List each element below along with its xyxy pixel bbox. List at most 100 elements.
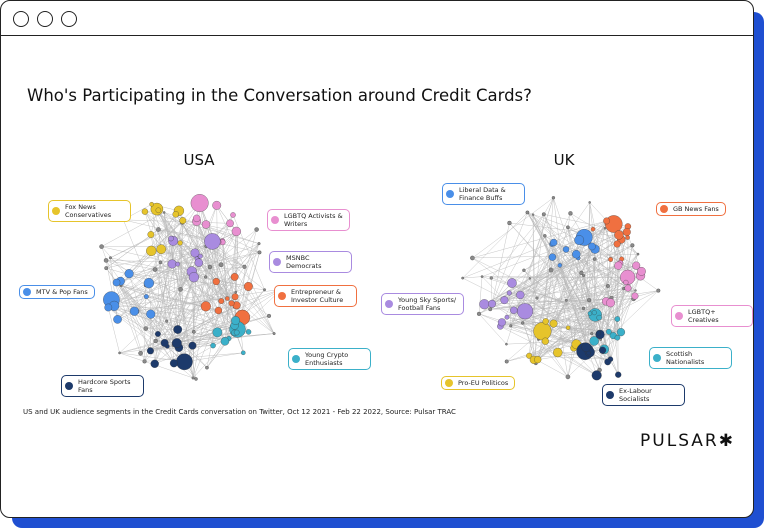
edge: [184, 296, 236, 362]
edge: [184, 352, 244, 362]
edge: [602, 275, 641, 351]
edge: [566, 288, 624, 301]
edge: [542, 237, 628, 332]
edge: [621, 239, 636, 297]
segment-label: Hardcore Sports Fans: [61, 375, 144, 398]
node: [588, 201, 591, 204]
edge: [576, 237, 628, 345]
node: [152, 267, 158, 272]
edge: [607, 285, 610, 332]
segment-text: MTV & Pop Fans: [36, 288, 88, 296]
window-button[interactable]: [37, 11, 53, 27]
edge: [216, 281, 244, 353]
node: [557, 263, 563, 268]
node: [124, 269, 134, 279]
segment-dot: [65, 382, 73, 391]
node: [507, 278, 517, 288]
node: [194, 258, 203, 267]
edge: [164, 281, 217, 344]
edge: [600, 234, 620, 340]
edge: [589, 202, 618, 338]
edge: [158, 229, 245, 267]
edge: [520, 294, 597, 376]
browser-window: Who's Participating in the Conversation …: [0, 0, 754, 518]
edge: [157, 243, 260, 335]
node: [153, 338, 158, 344]
edge: [567, 213, 571, 228]
edge: [101, 246, 141, 354]
node: [243, 282, 253, 291]
edge: [583, 220, 607, 309]
edge: [504, 299, 611, 304]
edge: [478, 313, 507, 345]
segment-text: Fox News Conservatives: [65, 203, 112, 220]
node: [551, 196, 556, 200]
edge: [117, 263, 173, 320]
node: [630, 243, 635, 248]
edge: [559, 265, 574, 349]
window-button[interactable]: [13, 11, 29, 27]
node: [542, 318, 549, 325]
edge: [607, 223, 614, 287]
segment-label: MSNBC Democrats: [269, 251, 352, 274]
edge: [129, 273, 265, 290]
edge: [604, 228, 621, 264]
node: [142, 359, 147, 364]
edge: [199, 203, 211, 268]
node: [141, 208, 149, 215]
node: [528, 277, 531, 280]
segment-label: Liberal Data & Finance Buffs: [442, 183, 525, 206]
edge: [144, 211, 201, 257]
node: [143, 294, 149, 299]
edge: [157, 333, 229, 339]
segment-dot: [271, 216, 279, 225]
edge: [536, 297, 554, 324]
segment-label: GB News Fans: [656, 202, 726, 217]
node: [562, 246, 570, 253]
segment-label: LGBTQ+ Creatives: [671, 305, 753, 328]
edge: [160, 262, 238, 330]
node: [541, 212, 546, 217]
edge: [506, 344, 577, 362]
edge: [491, 214, 544, 279]
node: [147, 231, 155, 238]
node: [489, 276, 493, 280]
network-label: UK: [553, 151, 575, 169]
edge: [108, 264, 222, 308]
edge: [537, 265, 561, 360]
node: [549, 238, 558, 247]
node: [160, 339, 169, 347]
edge: [523, 270, 599, 334]
edge: [509, 222, 552, 271]
node: [509, 324, 513, 328]
node: [245, 329, 252, 335]
edge: [617, 265, 619, 320]
edge: [123, 219, 150, 284]
node: [242, 264, 247, 269]
edge: [134, 277, 195, 312]
node: [622, 228, 631, 236]
window-button[interactable]: [61, 11, 77, 27]
node: [541, 337, 549, 345]
node: [525, 210, 530, 215]
edge: [177, 263, 228, 299]
edge: [500, 235, 546, 327]
node: [158, 260, 163, 265]
segment-dot: [292, 355, 300, 364]
segment-dot: [446, 190, 454, 199]
node: [603, 227, 607, 230]
edge: [610, 271, 642, 360]
node: [230, 273, 239, 281]
node: [500, 296, 509, 305]
edge: [150, 314, 174, 346]
title: Who's Participating in the Conversation …: [27, 86, 532, 105]
node: [171, 338, 182, 348]
edge: [598, 317, 611, 360]
node: [596, 330, 602, 336]
edge: [491, 282, 513, 304]
segment-dot: [23, 288, 31, 297]
edge: [163, 212, 173, 265]
edge: [193, 277, 237, 306]
segment-dot: [52, 207, 60, 216]
node: [173, 325, 183, 334]
